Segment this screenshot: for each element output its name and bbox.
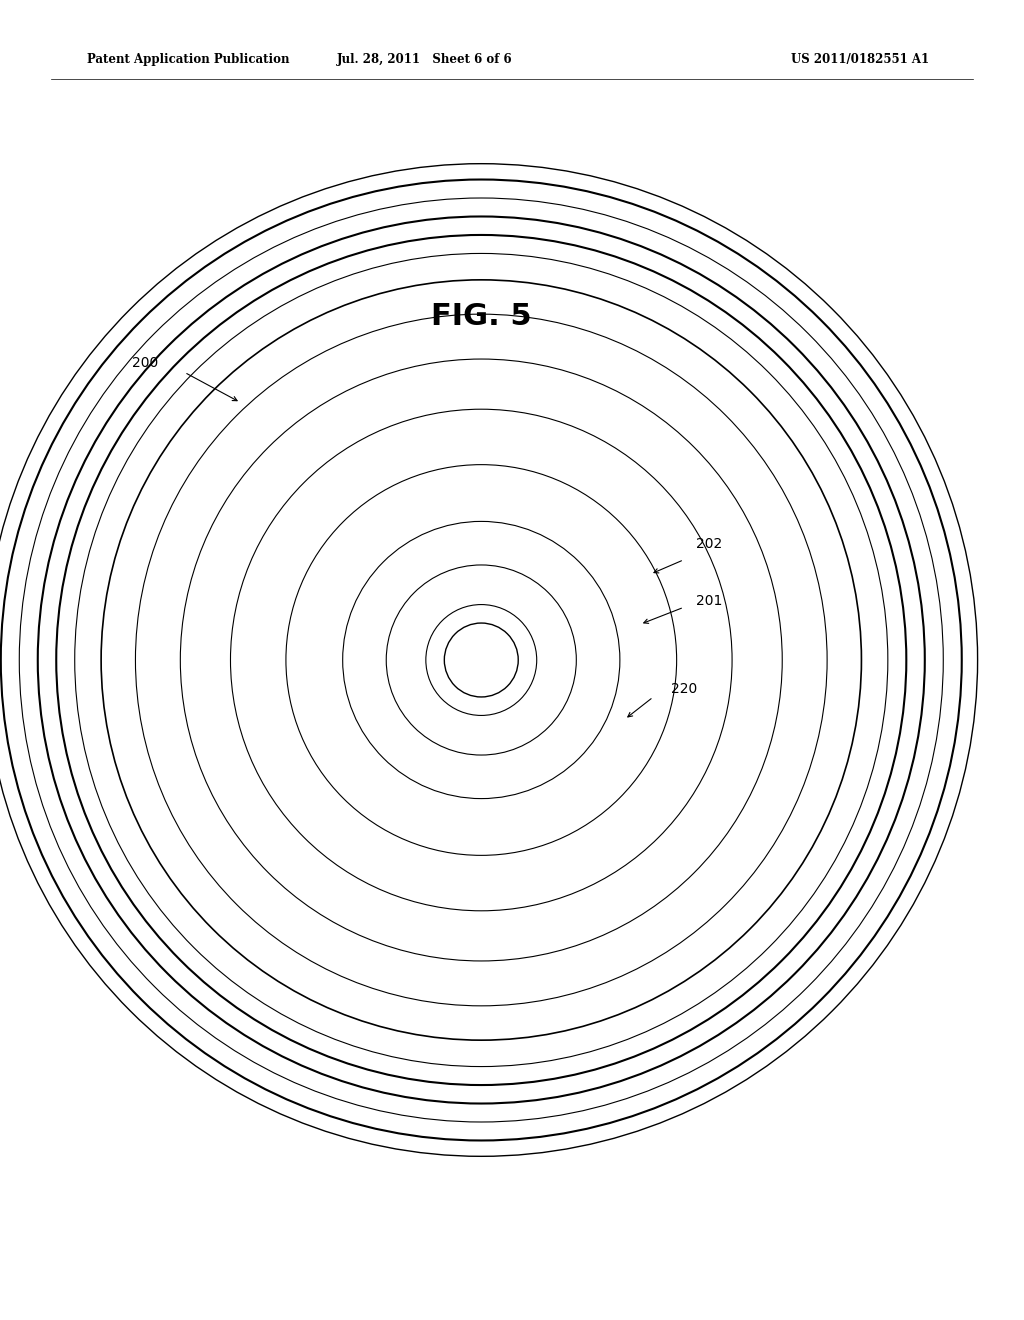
Text: 220: 220	[671, 682, 697, 696]
Text: 202: 202	[696, 537, 723, 550]
Text: 201: 201	[696, 594, 723, 607]
Text: Patent Application Publication: Patent Application Publication	[87, 53, 290, 66]
Text: US 2011/0182551 A1: US 2011/0182551 A1	[792, 53, 929, 66]
Text: 200: 200	[132, 356, 159, 370]
Text: FIG. 5: FIG. 5	[431, 302, 531, 331]
Text: Jul. 28, 2011   Sheet 6 of 6: Jul. 28, 2011 Sheet 6 of 6	[337, 53, 513, 66]
